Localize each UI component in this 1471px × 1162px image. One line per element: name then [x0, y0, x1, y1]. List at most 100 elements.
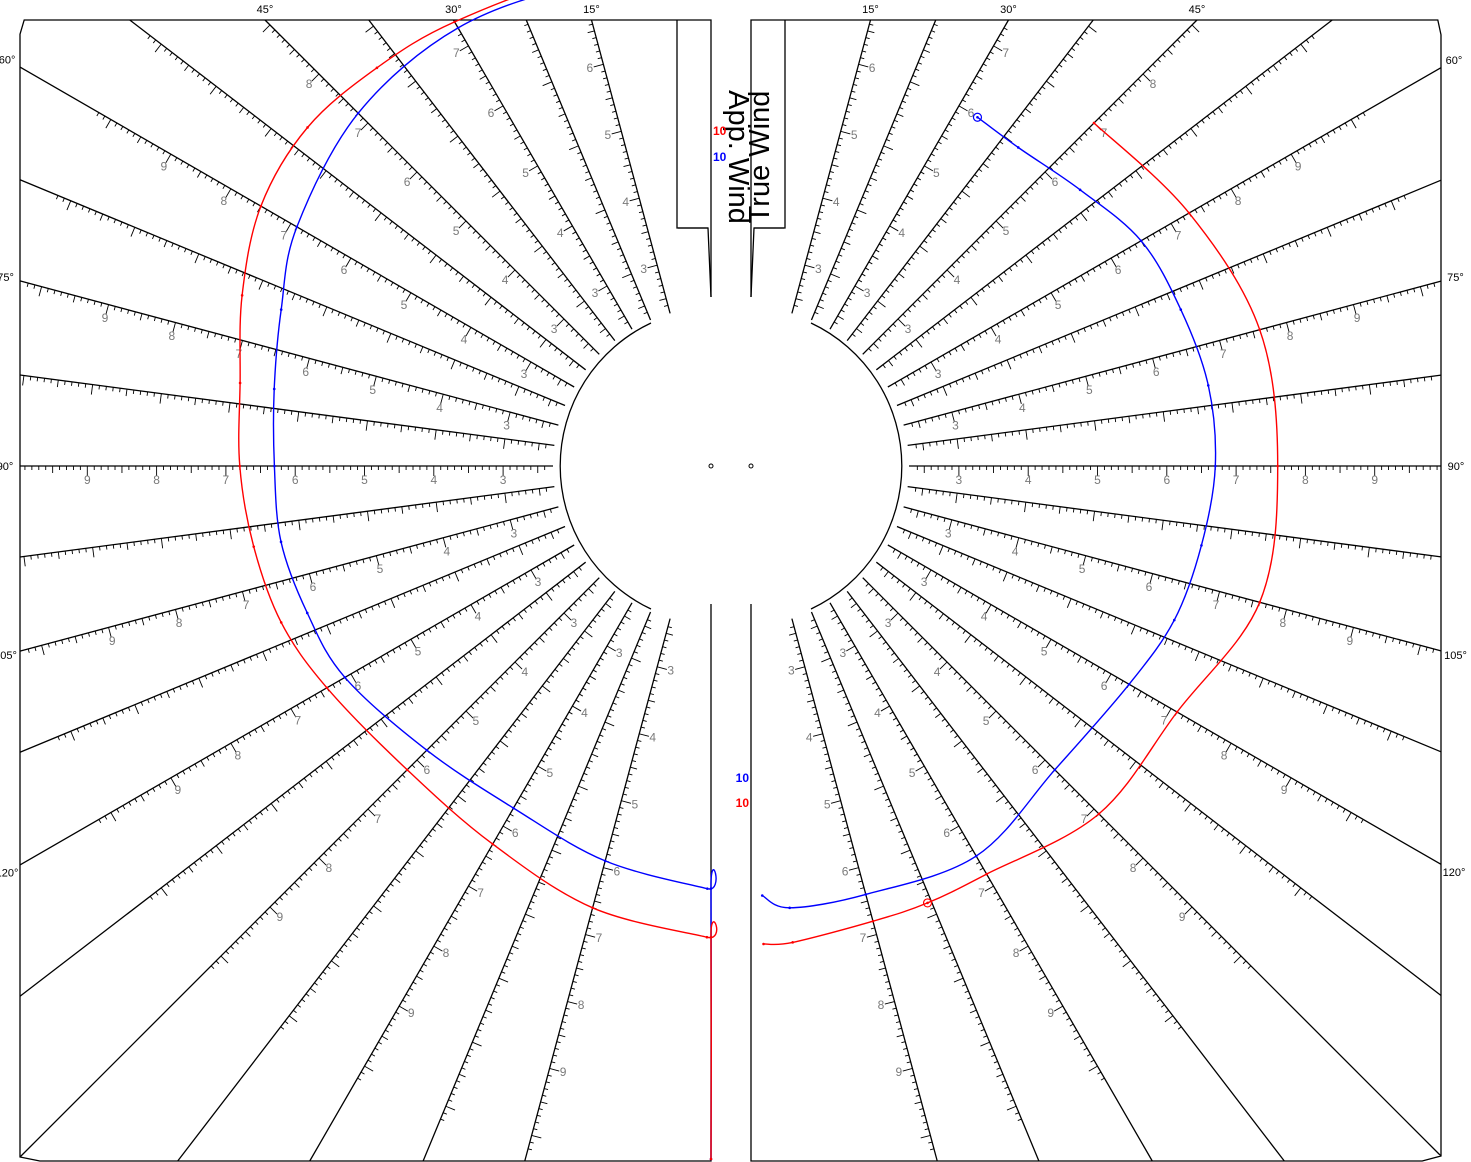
speed-tick [1260, 171, 1266, 178]
speed-tick [831, 780, 836, 783]
speed-tick [1027, 951, 1032, 955]
speed-tick [958, 676, 963, 680]
inner-hub-arc [810, 322, 903, 610]
speed-tick [1344, 712, 1347, 717]
speed-tick [993, 891, 998, 895]
speed-tick [1139, 627, 1142, 632]
speed-tick [144, 140, 148, 144]
speed-tick [1162, 411, 1165, 422]
speed-tick [983, 1035, 988, 1038]
speed-tick [549, 856, 554, 859]
speed-tick [1186, 718, 1190, 723]
series-point [1078, 188, 1082, 192]
speed-tick [880, 597, 884, 602]
speed-tick [966, 555, 970, 561]
speed-tick [1326, 227, 1332, 237]
speed-tick [537, 537, 541, 542]
speed-tick [477, 288, 481, 293]
speed-tick [943, 939, 948, 942]
speed-tick [56, 380, 59, 388]
speed-tick [1246, 753, 1250, 758]
speed-tick [1224, 593, 1227, 598]
series-point [788, 906, 791, 910]
speed-tick [548, 422, 551, 427]
speed-tick [944, 807, 949, 811]
speed-tick [624, 615, 631, 620]
speed-tick [1169, 521, 1171, 526]
speed-tick [1432, 648, 1435, 653]
speed-tick [562, 1021, 567, 1024]
speed-tick [1006, 614, 1010, 619]
speed-tick [910, 189, 915, 193]
speed-tick [75, 203, 78, 208]
angle-ray [829, 602, 1153, 1162]
speed-tick [829, 773, 834, 776]
speed-tick [1100, 818, 1105, 822]
speed-tick [421, 754, 426, 759]
speed-tick [478, 768, 485, 774]
speed-tick [932, 326, 936, 331]
speed-tick [1182, 799, 1186, 803]
series-line [763, 122, 1279, 946]
speed-tick [930, 783, 935, 787]
speed-tick [1298, 538, 1302, 549]
speed-tick [1216, 736, 1220, 740]
speed-tick [1130, 174, 1134, 179]
speed-tick [403, 593, 406, 598]
speed-tick [551, 741, 556, 745]
speed-tick [337, 312, 341, 317]
speed-tick [1184, 803, 1192, 812]
speed-tick [1212, 198, 1216, 203]
speed-tick [473, 563, 477, 568]
speed-tick [873, 306, 877, 310]
speed-tick [811, 706, 816, 709]
speed-tick [534, 365, 538, 370]
speed-tick [957, 626, 961, 630]
speed-tick [473, 163, 480, 169]
speed-tick [1279, 324, 1282, 329]
angle-ray [19, 179, 566, 407]
speed-tick [1232, 950, 1237, 955]
speed-tick [1353, 304, 1357, 315]
speed-tick [848, 597, 853, 601]
speed-tick [878, 158, 883, 161]
speed-tick [1232, 336, 1235, 341]
speed-tick [1433, 282, 1436, 288]
speed-tick [1046, 764, 1051, 769]
speed-tick [1292, 883, 1296, 888]
speed-tick [648, 699, 656, 703]
speed-tick [1039, 176, 1044, 181]
speed-tick [462, 433, 465, 438]
speed-tick [527, 783, 532, 787]
speed-tick [1029, 102, 1033, 106]
speed-tick [273, 285, 277, 290]
speed-tick [984, 403, 988, 411]
speed-tick [993, 365, 997, 370]
speed-tick [904, 1054, 909, 1057]
speed-tick [215, 531, 218, 536]
speed-tick [957, 196, 962, 200]
speed-tick [1197, 407, 1199, 415]
speed-tick [242, 404, 245, 409]
speed-tick [802, 271, 807, 274]
speed-tick [936, 358, 940, 363]
speed-tick [831, 164, 839, 168]
speed-tick [897, 318, 906, 327]
speed-tick [842, 833, 850, 837]
speed-tick [338, 838, 342, 842]
speed-tick [1254, 675, 1258, 680]
speed-tick [953, 671, 958, 675]
speed-tick [98, 385, 100, 390]
speed-tick [1326, 311, 1329, 316]
speed-tick [975, 762, 980, 766]
speed-tick [978, 168, 983, 172]
speed-tick [545, 75, 550, 78]
speed-tick [239, 107, 245, 114]
speed-tick [456, 499, 458, 504]
speed-tick [943, 945, 951, 950]
speed-tick [1226, 832, 1230, 837]
speed-tick [1025, 191, 1029, 195]
speed-tick [1312, 791, 1316, 796]
speed-tick [1014, 263, 1018, 267]
speed-tick [325, 761, 333, 770]
